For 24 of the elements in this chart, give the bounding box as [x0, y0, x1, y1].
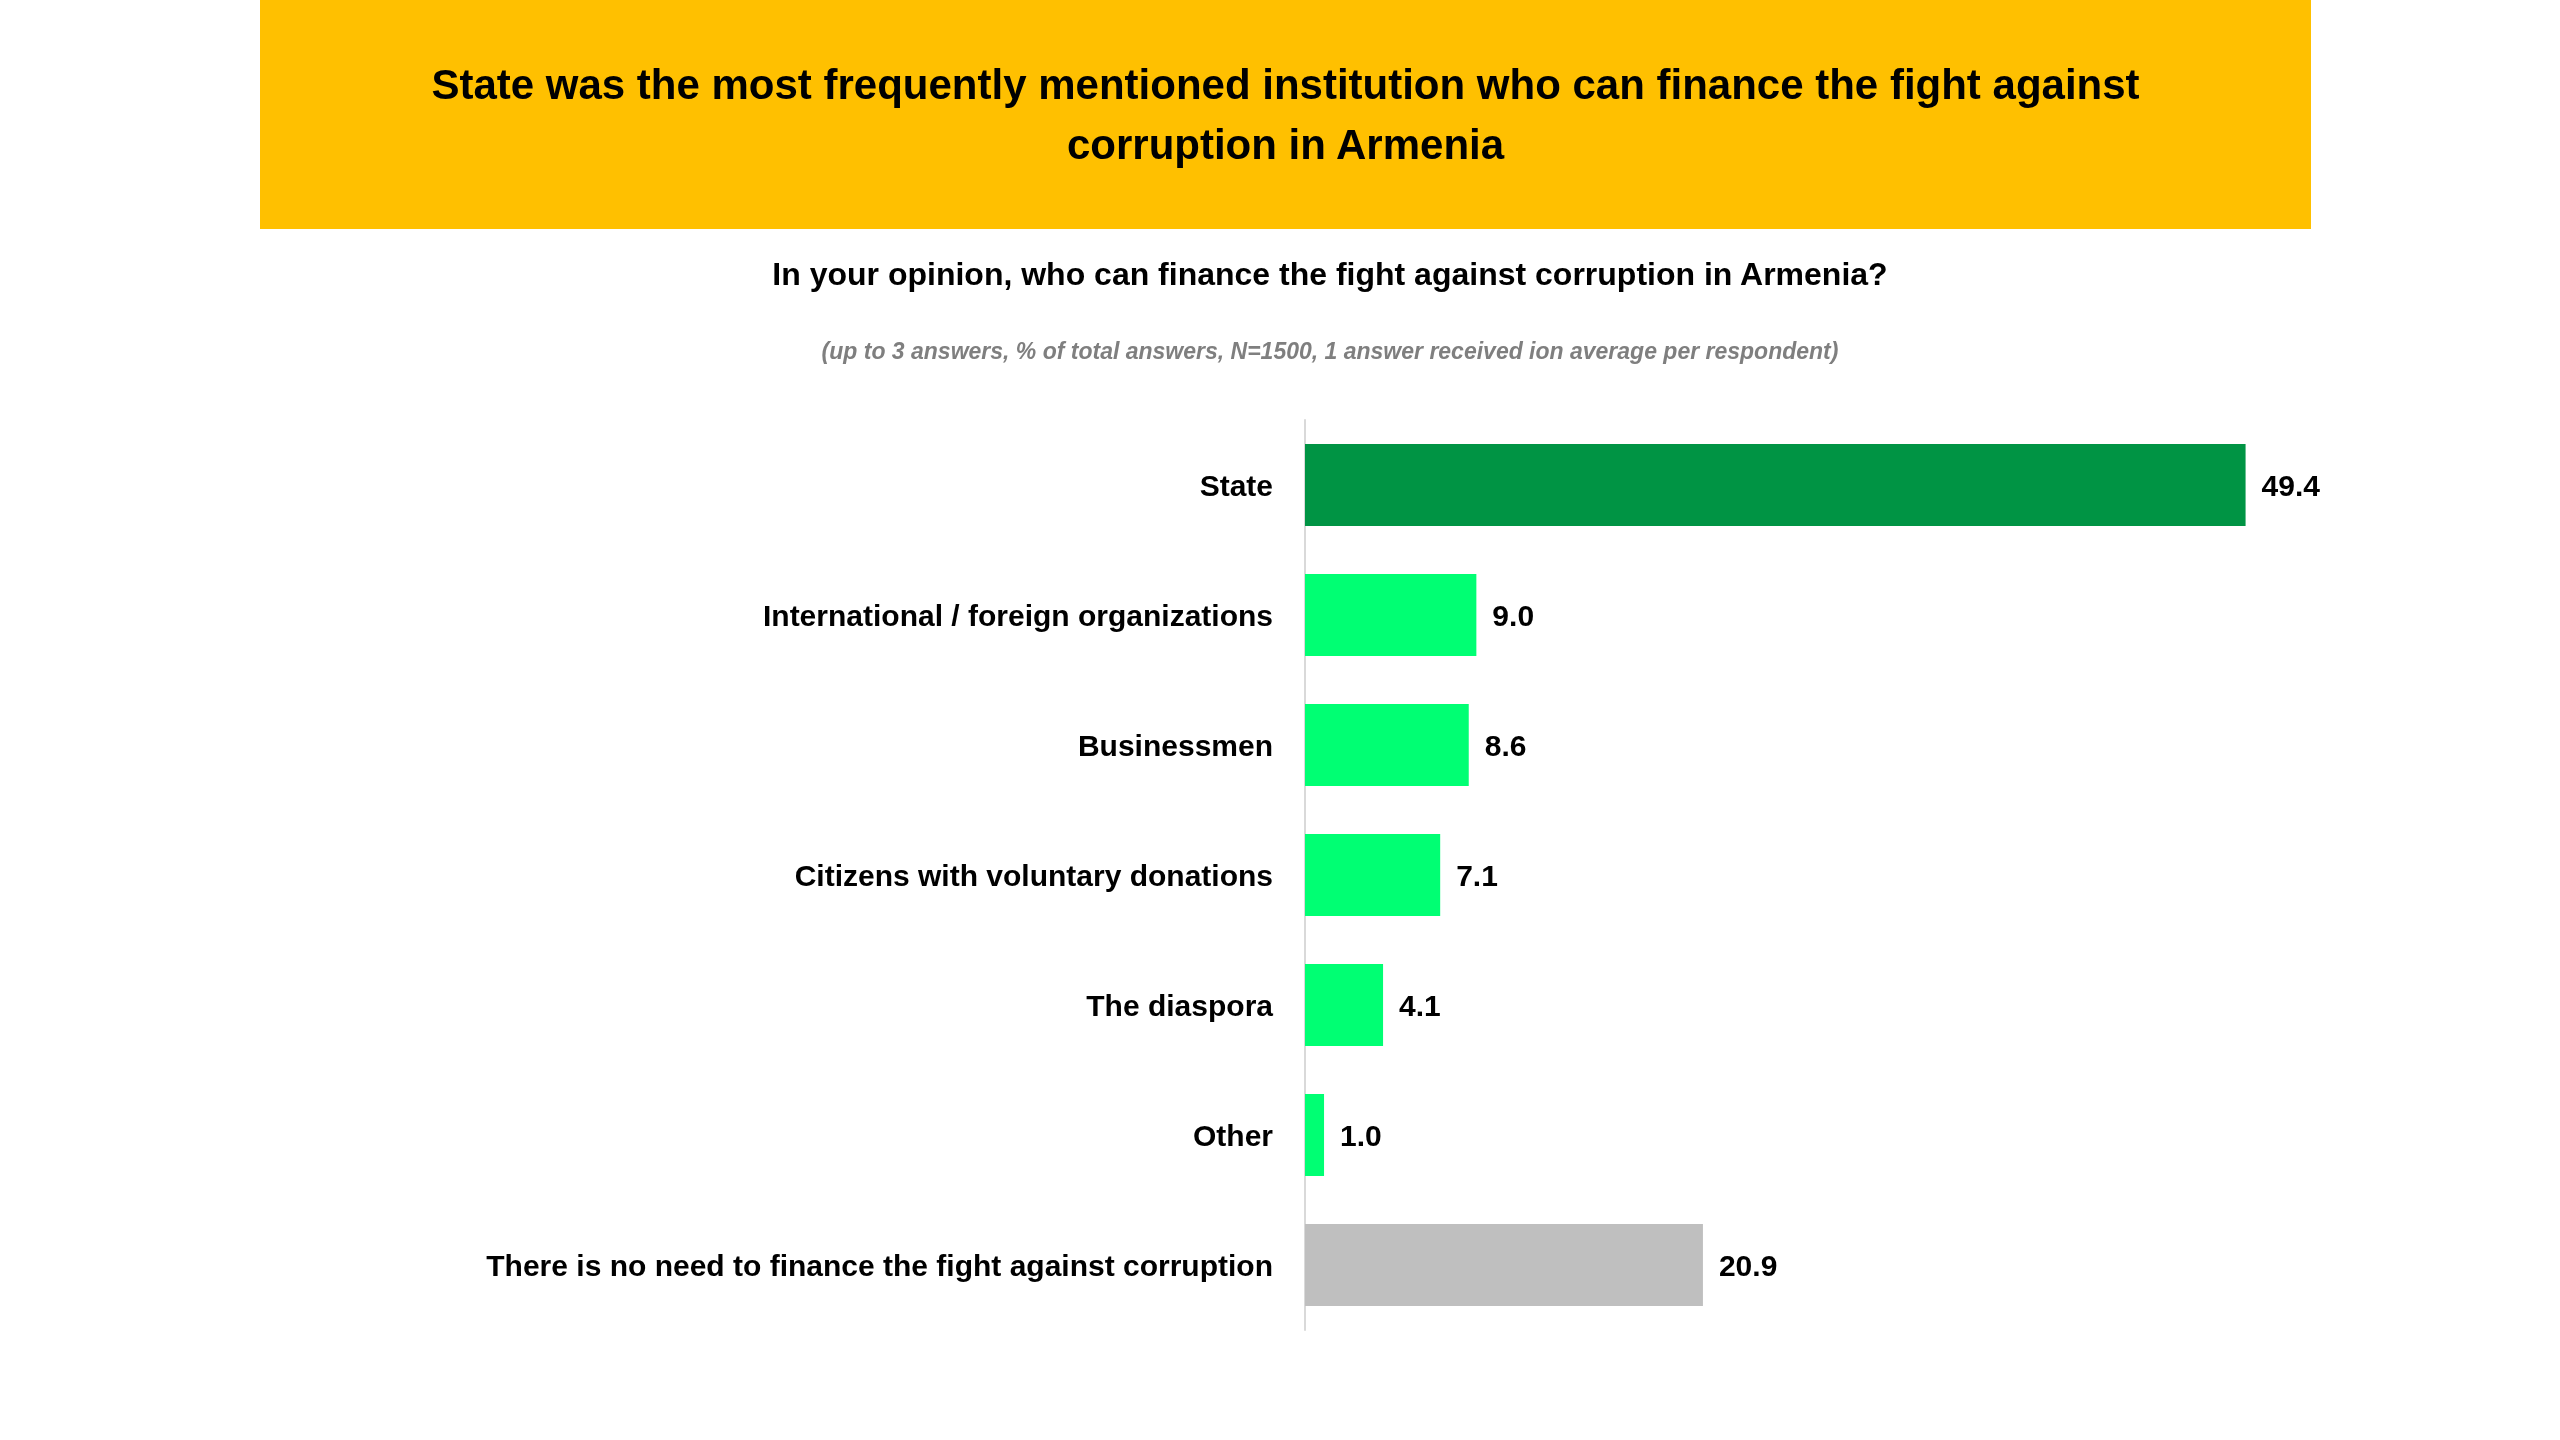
data-label: 1.0 [1340, 1118, 1382, 1152]
y-tick-label: Businessmen [1077, 728, 1273, 762]
bar [1305, 834, 1441, 916]
y-tick-label: Citizens with voluntary donations [794, 858, 1273, 892]
chart-title: State was the most frequently mentioned institution who can finance the fight against corruption in Armenia [430, 59, 2141, 170]
chart-subtitle: In your opinion, who can finance the fight against corruption in Armenia? [771, 256, 1889, 293]
y-tick-label: Other [1192, 1118, 1274, 1152]
y-tick-label: International / foreign organizations [762, 598, 1273, 632]
bar [1305, 1094, 1325, 1176]
data-label: 49.4 [2261, 468, 2321, 502]
bar [1305, 1224, 1703, 1306]
y-tick-label: State [1199, 468, 1273, 502]
bar [1305, 964, 1384, 1046]
y-tick-label: There is no need to finance the fight against corruption [486, 1248, 1273, 1282]
data-label: 20.9 [1718, 1248, 1778, 1282]
data-label: 4.1 [1399, 988, 1441, 1022]
data-label: 9.0 [1492, 598, 1535, 632]
data-label: 7.1 [1456, 858, 1498, 892]
y-tick-label: The diaspora [1086, 988, 1274, 1022]
text: (up to 3 answers, % of total answers, N=1500, 1 answer received ion average per respondent) [820, 338, 1840, 365]
bar [1305, 704, 1469, 786]
bar [1305, 574, 1477, 656]
data-label: 8.6 [1484, 728, 1527, 762]
bar [1305, 444, 2246, 526]
